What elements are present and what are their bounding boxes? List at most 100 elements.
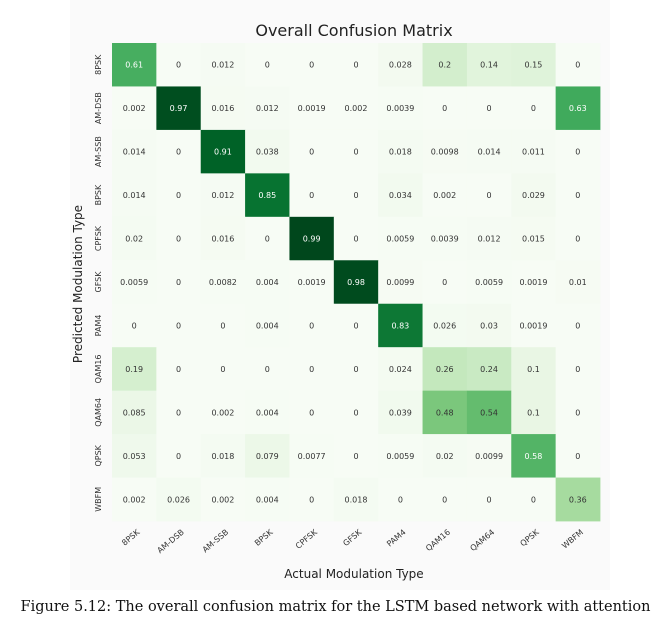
cell-value-label: 0 — [220, 365, 225, 374]
cell-value-label: 0.014 — [123, 191, 146, 200]
cell-value-label: 0 — [531, 495, 536, 504]
heatmap-cell — [422, 347, 468, 392]
heatmap-cell — [289, 216, 335, 261]
cell-value-label: 0.99 — [303, 235, 321, 244]
cell-value-label: 0 — [176, 235, 181, 244]
cell-value-label: 0.0059 — [386, 235, 414, 244]
heatmap-cell — [200, 434, 246, 478]
heatmap-cell — [200, 129, 246, 174]
heatmap-cell — [112, 390, 157, 435]
heatmap-cell — [378, 173, 423, 218]
cell-value-label: 0.02 — [436, 452, 454, 461]
cell-value-label: 0.36 — [569, 495, 587, 504]
y-tick-label: AM-SSB — [94, 136, 103, 167]
heatmap-cell — [378, 86, 423, 131]
heatmap-cell — [511, 390, 557, 435]
heatmap-cell — [200, 347, 246, 392]
cell-value-label: 0.1 — [527, 365, 540, 374]
y-tick-label: QPSK — [94, 444, 103, 466]
heatmap-cell — [555, 477, 601, 522]
cell-value-label: 0.004 — [256, 408, 279, 417]
figure-caption: Figure 5.12: The overall confusion matri… — [20, 599, 651, 615]
heatmap-cell — [289, 477, 335, 522]
heatmap-cell — [156, 434, 202, 478]
cell-value-label: 0.029 — [522, 191, 545, 200]
cell-value-label: 0 — [575, 148, 580, 157]
heatmap-cell — [289, 303, 335, 348]
cell-value-label: 0.0059 — [386, 452, 414, 461]
heatmap-cell — [555, 260, 601, 305]
cell-value-label: 0.98 — [347, 278, 365, 287]
cell-value-label: 0 — [309, 148, 314, 157]
cell-value-label: 0 — [176, 321, 181, 330]
heatmap-cell — [555, 216, 601, 261]
cell-value-label: 0.002 — [211, 408, 234, 417]
cell-value-label: 0.0059 — [120, 278, 148, 287]
heatmap-cell — [511, 43, 557, 87]
cell-value-label: 0.028 — [389, 61, 412, 70]
cell-value-label: 0 — [575, 235, 580, 244]
cell-value-label: 0.0019 — [519, 321, 547, 330]
cell-value-label: 0.0019 — [519, 278, 547, 287]
heatmap-cell — [555, 173, 601, 218]
cell-value-label: 0.014 — [478, 148, 501, 157]
heatmap-cell — [289, 260, 335, 305]
heatmap-cell — [245, 216, 290, 261]
heatmap-cell — [200, 390, 246, 435]
cell-value-label: 0.0082 — [209, 278, 237, 287]
cell-value-label: 0.0059 — [475, 278, 503, 287]
cell-value-label: 0 — [487, 104, 492, 113]
heatmap-cell — [200, 173, 246, 218]
cell-value-label: 0.1 — [527, 408, 540, 417]
cell-value-label: 0.15 — [525, 61, 543, 70]
y-tick-labels: 8PSK AM-DSB AM-SSB BPSK CPFSK GFSK PAM4 QAM16 QA… — [94, 54, 103, 512]
heatmap-cell — [511, 260, 557, 305]
cell-value-label: 0.58 — [525, 452, 543, 461]
heatmap-cell — [555, 129, 601, 174]
heatmap-cell — [156, 390, 202, 435]
cell-value-label: 0 — [353, 452, 358, 461]
cell-value-label: 0.053 — [123, 452, 146, 461]
cell-value-label: 0 — [309, 321, 314, 330]
chart-title: Overall Confusion Matrix — [255, 21, 452, 40]
heatmap-cell — [466, 216, 512, 261]
cell-value-label: 0.016 — [211, 104, 234, 113]
cell-value-label: 0.85 — [258, 191, 276, 200]
heatmap-cell — [511, 216, 557, 261]
heatmap-cell — [511, 434, 557, 478]
heatmap-cell — [289, 173, 335, 218]
heatmap-cell — [200, 216, 246, 261]
heatmap-cell — [333, 86, 379, 131]
heatmap-cell — [466, 43, 512, 87]
heatmap-cell — [466, 260, 512, 305]
cell-value-label: 0.0039 — [431, 235, 459, 244]
heatmap-cell — [378, 43, 423, 87]
heatmap-cell — [555, 303, 601, 348]
heatmap-cell — [289, 390, 335, 435]
heatmap-cell — [378, 390, 423, 435]
heatmap-cell — [511, 173, 557, 218]
cell-value-label: 0 — [442, 278, 447, 287]
cell-value-label: 0 — [132, 321, 137, 330]
heatmap-cell — [289, 347, 335, 392]
cell-value-label: 0 — [575, 61, 580, 70]
cell-value-label: 0 — [353, 321, 358, 330]
heatmap-cell — [245, 303, 290, 348]
cell-value-label: 0 — [353, 148, 358, 157]
heatmap-cell — [156, 347, 202, 392]
cell-value-label: 0.018 — [389, 148, 412, 157]
cell-value-label: 0.14 — [480, 61, 498, 70]
heatmap-cell — [112, 86, 157, 131]
heatmap-cell — [422, 434, 468, 478]
heatmap-cell — [466, 347, 512, 392]
cell-value-label: 0.0077 — [298, 452, 326, 461]
cell-value-label: 0.004 — [256, 278, 279, 287]
heatmap-cell — [245, 390, 290, 435]
cell-value-label: 0.039 — [389, 408, 412, 417]
heatmap-cell — [422, 260, 468, 305]
cell-value-label: 0.012 — [211, 191, 234, 200]
heatmap-cell — [378, 434, 423, 478]
cell-value-label: 0 — [353, 235, 358, 244]
heatmap-cell — [466, 86, 512, 131]
